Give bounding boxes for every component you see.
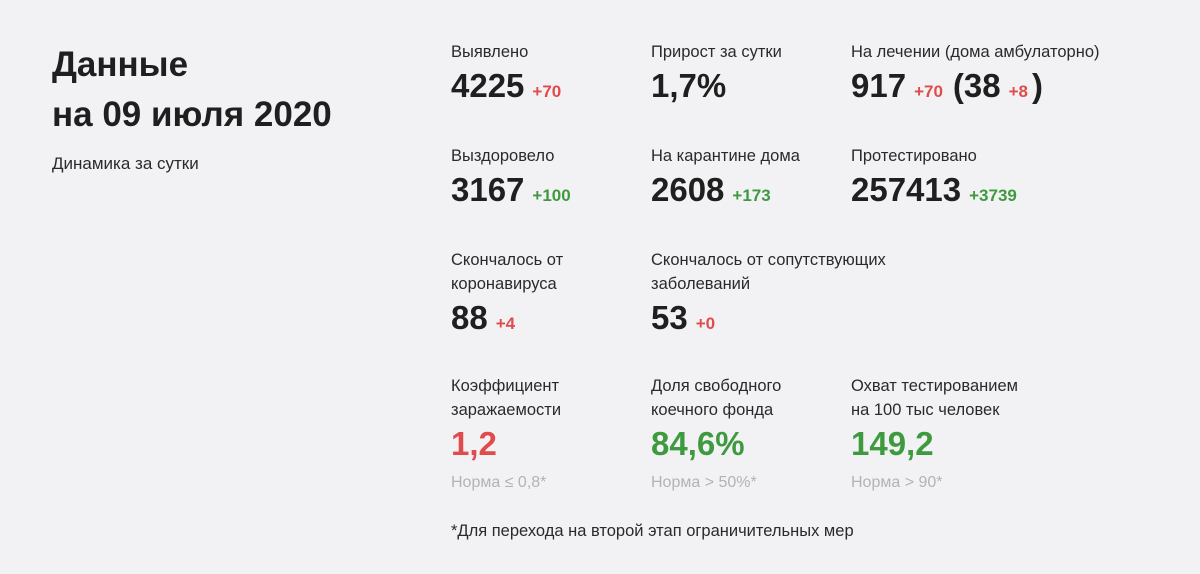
stat-value: 4225 (451, 67, 525, 104)
stat-label-line-2: заболеваний (651, 275, 751, 293)
stat-value: 149,2 (851, 425, 934, 462)
stat-delta: +100 (532, 186, 571, 205)
stats-row-2: Выздоровело 3167 +100 На карантине дома … (451, 144, 1181, 248)
stat-label-line-2: на 100 тыс человек (851, 401, 1000, 419)
stat-label: Выявлено (451, 43, 529, 61)
stat-label-line-1: Коэффициент (451, 377, 560, 395)
stat-delta: +70 (532, 82, 562, 101)
stat-label-line-2: коронавируса (451, 275, 557, 293)
open-paren: ( (952, 67, 964, 104)
stats-grid: Выявлено 4225 +70 Прирост за сутки 1,7% … (451, 40, 1181, 524)
stat-value: 1,2 (451, 425, 497, 462)
stat-norm: Норма > 50%* (651, 474, 757, 491)
stat-value-line: 1,7% (651, 66, 782, 106)
stats-row-4: Коэффициент заражаемости 1,2 Норма ≤ 0,8… (451, 374, 1181, 524)
stat-delta: +3739 (969, 186, 1017, 205)
stat-value-line: 53 +0 (651, 298, 886, 338)
header-block: Данные на 09 июля 2020 Динамика за сутки (52, 40, 412, 174)
stat-died-other: Скончалось от сопутствующих заболеваний … (651, 248, 886, 338)
close-paren: ) (1032, 67, 1044, 104)
title-line-1: Данные (52, 45, 189, 84)
stat-value-line: 84,6% (651, 424, 781, 464)
stat-label-line-2: заражаемости (451, 401, 562, 419)
stat-value: 84,6% (651, 425, 745, 462)
footnote: *Для перехода на второй этап ограничител… (451, 522, 854, 540)
stat-label-line-1: Скончалось от сопутствующих (651, 251, 886, 269)
stat-value-line: 4225 +70 (451, 66, 561, 106)
stat-label: На карантине дома (651, 147, 800, 165)
stat-label-line-1: Доля свободного (651, 377, 782, 395)
stat-treatment: На лечении (дома амбулаторно) 917 +70 (3… (851, 40, 1100, 106)
stat-value: 53 (651, 299, 688, 336)
stat-value-line: 917 +70 (38 +8) (851, 66, 1100, 106)
stat-value: 3167 (451, 171, 525, 208)
stat-norm: Норма ≤ 0,8* (451, 474, 547, 491)
stat-label: Протестировано (851, 147, 977, 165)
stat-detected: Выявлено 4225 +70 (451, 40, 561, 106)
stat-label: На лечении (дома амбулаторно) (851, 43, 1100, 61)
stat-value-line: 3167 +100 (451, 170, 571, 210)
stat-quarantine: На карантине дома 2608 +173 (651, 144, 800, 210)
stat-delta: +0 (695, 314, 716, 333)
stat-norm: Норма > 90* (851, 474, 943, 491)
stat-label-line-1: Охват тестированием (851, 377, 1018, 395)
stat-value: 257413 (851, 171, 962, 208)
page-title: Данные на 09 июля 2020 (52, 40, 412, 140)
stats-row-3: Скончалось от коронавируса 88 +4 Скончал… (451, 248, 1181, 374)
stat-value: 2608 (651, 171, 725, 208)
stat-value: 88 (451, 299, 488, 336)
stat-delta: +70 (914, 82, 943, 101)
stats-row-1: Выявлено 4225 +70 Прирост за сутки 1,7% … (451, 40, 1181, 144)
stat-tested: Протестировано 257413 +3739 (851, 144, 1017, 210)
stat-home-value: 38 (963, 67, 1001, 104)
stat-value-line: 1,2 (451, 424, 561, 464)
stat-value: 917 (851, 67, 907, 104)
stat-infection-rate: Коэффициент заражаемости 1,2 Норма ≤ 0,8… (451, 374, 561, 492)
stat-label: Прирост за сутки (651, 43, 782, 61)
stat-value: 1,7% (651, 67, 727, 104)
stat-home-delta: +8 (1008, 82, 1029, 101)
stat-value-line: 88 +4 (451, 298, 563, 338)
stat-growth: Прирост за сутки 1,7% (651, 40, 782, 106)
stat-label-line-2: коечного фонда (651, 401, 774, 419)
stat-recovered: Выздоровело 3167 +100 (451, 144, 571, 210)
stat-delta: +4 (495, 314, 516, 333)
stat-free-beds: Доля свободного коечного фонда 84,6% Нор… (651, 374, 781, 492)
stat-value-line: 149,2 (851, 424, 1018, 464)
stat-value-line: 257413 +3739 (851, 170, 1017, 210)
stat-delta: +173 (732, 186, 771, 205)
stat-died-covid: Скончалось от коронавируса 88 +4 (451, 248, 563, 338)
stat-testing-coverage: Охват тестированием на 100 тыс человек 1… (851, 374, 1018, 492)
stat-value-line: 2608 +173 (651, 170, 800, 210)
stat-label-line-1: Скончалось от (451, 251, 564, 269)
stat-label: Выздоровело (451, 147, 555, 165)
title-line-2: на 09 июля 2020 (52, 95, 332, 134)
page-subtitle: Динамика за сутки (52, 154, 199, 173)
